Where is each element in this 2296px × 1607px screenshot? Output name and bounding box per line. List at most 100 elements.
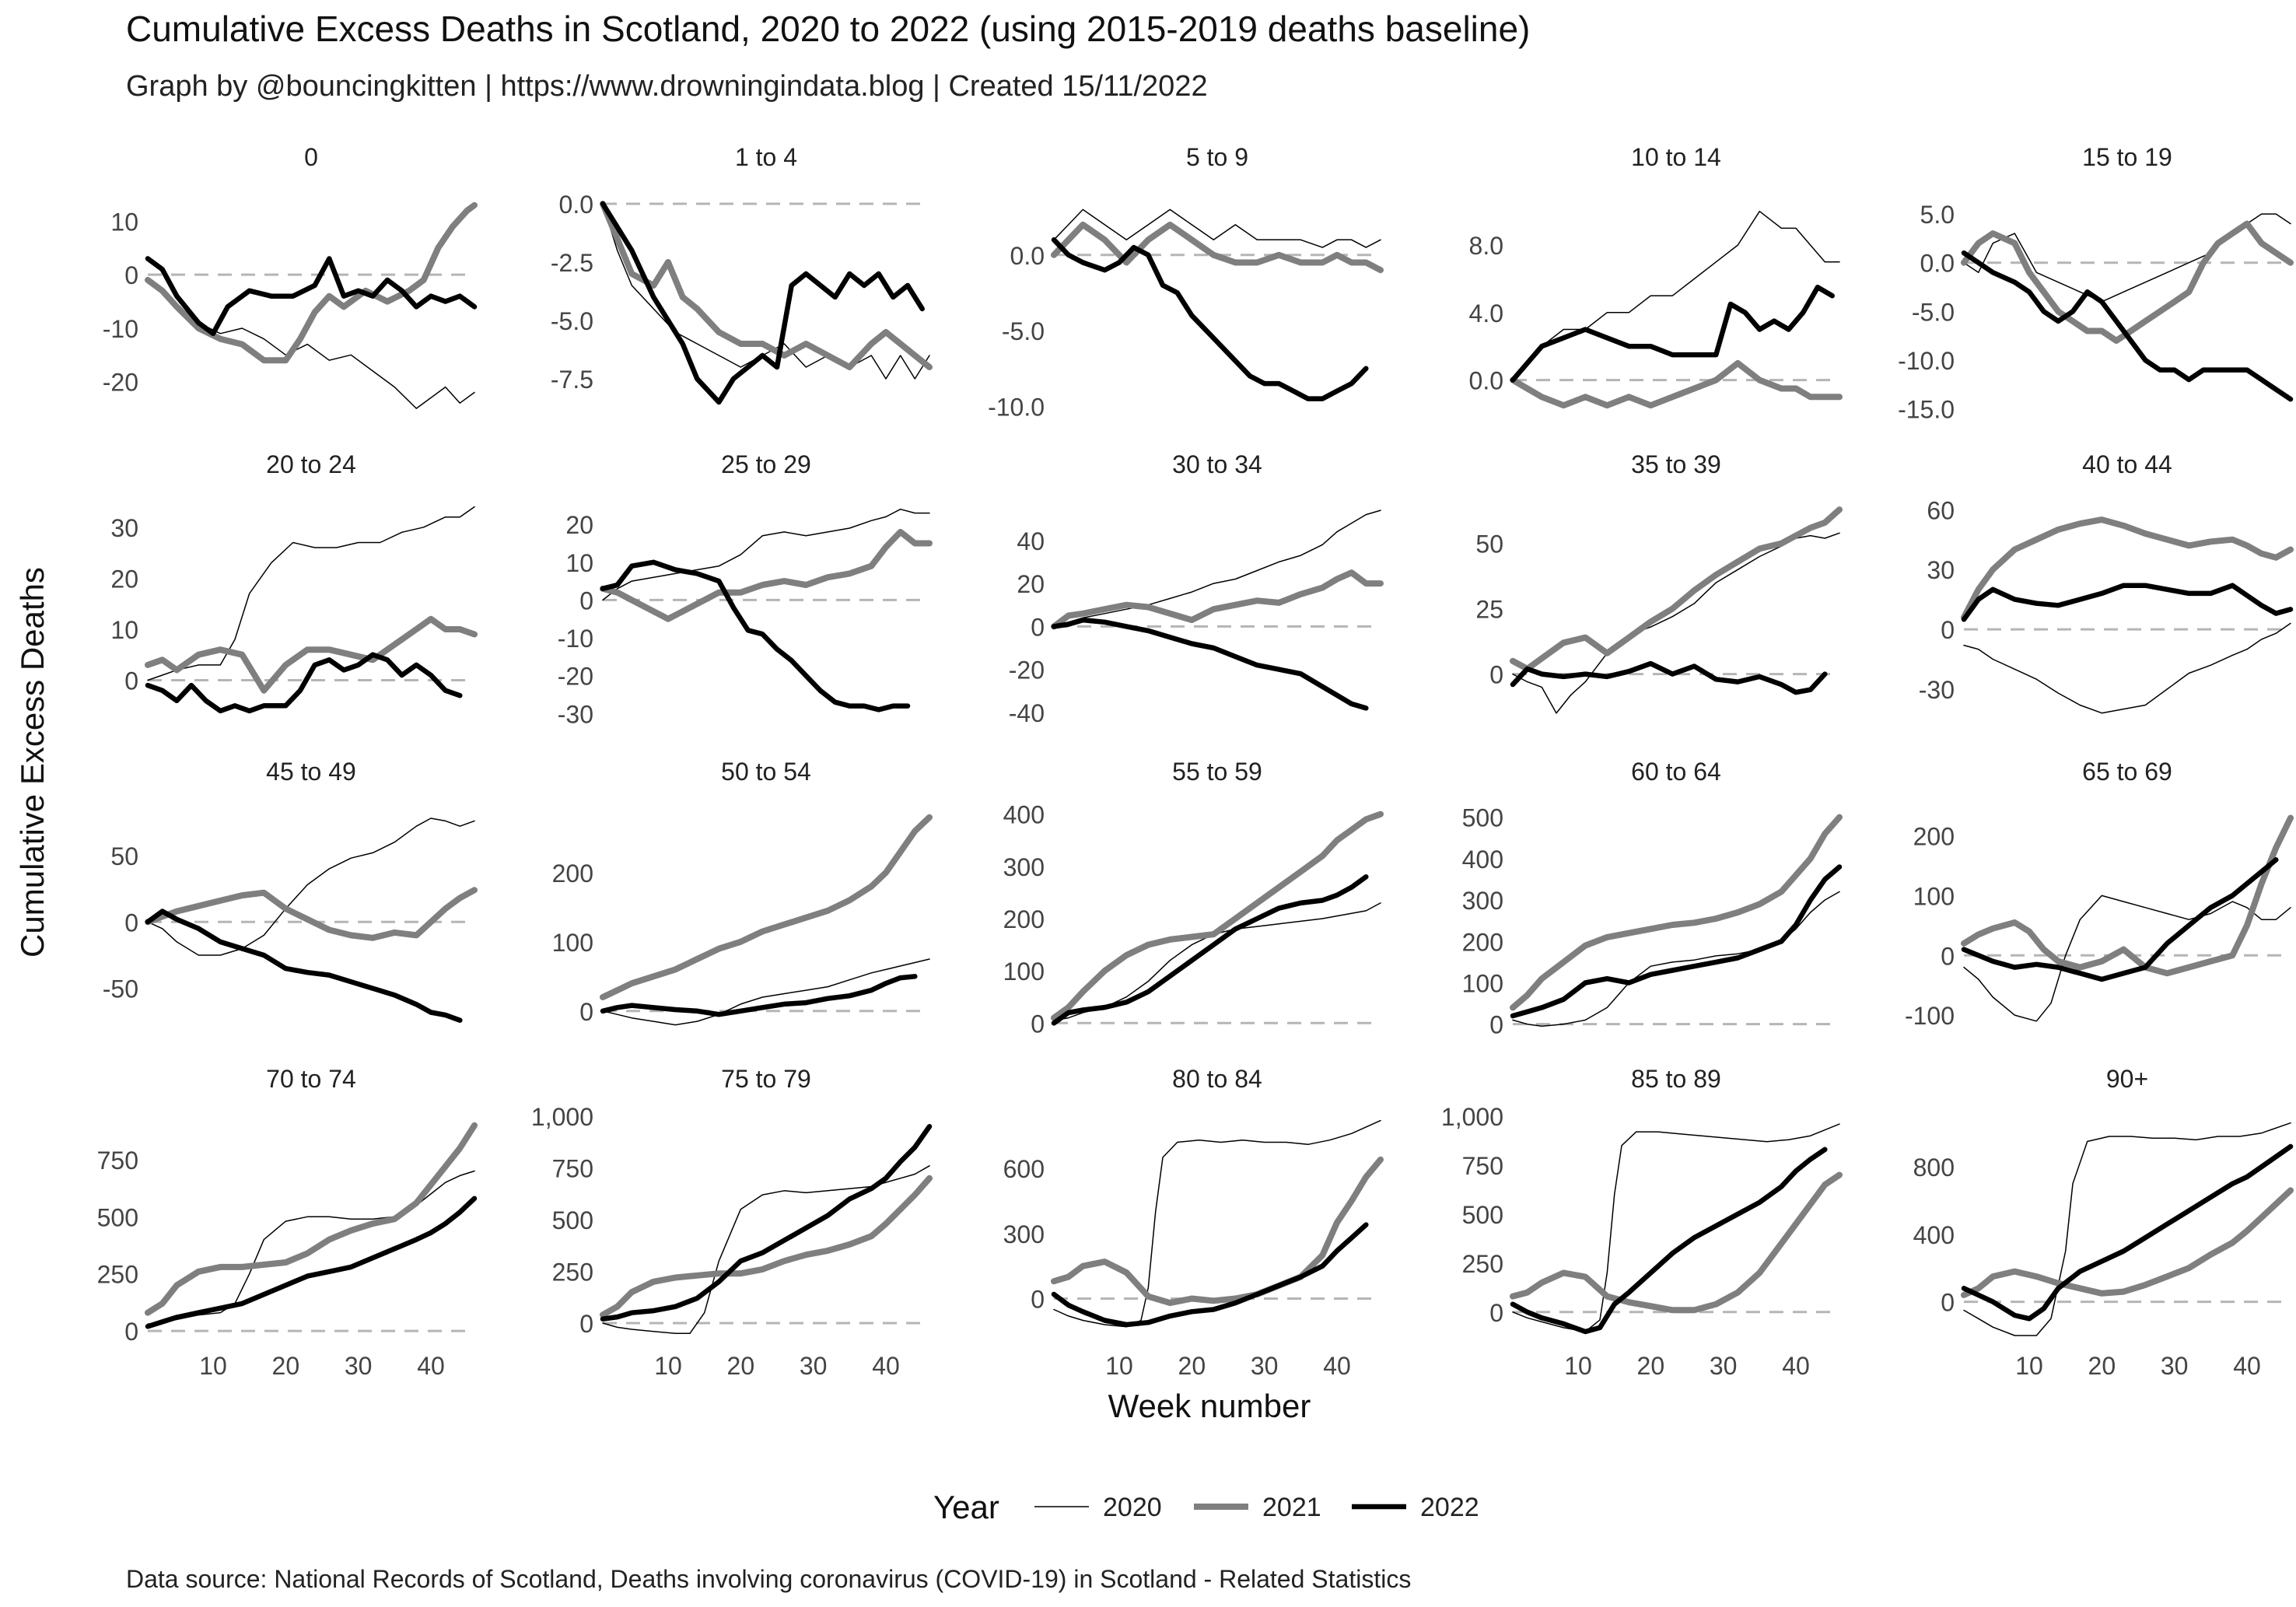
series-line-2020 <box>1053 902 1381 1021</box>
y-tick-label: 0.0 <box>559 191 593 219</box>
y-tick-label: 0 <box>1941 1289 1955 1317</box>
y-tick-label: 200 <box>1462 928 1503 956</box>
series-line-2022 <box>145 256 478 337</box>
x-tick-label: 40 <box>417 1352 445 1380</box>
y-tick-label: 20 <box>565 511 593 539</box>
y-tick-label: -30 <box>558 700 593 728</box>
series-line-2022 <box>600 974 918 1017</box>
series-line-2022 <box>145 909 463 1023</box>
facet-label: 30 to 34 <box>1172 450 1262 478</box>
series-line-2022 <box>1510 1147 1828 1335</box>
y-tick-label: -10.0 <box>988 393 1045 421</box>
y-axis-title: Cumulative Excess Deaths <box>14 567 51 958</box>
data-source-caption: Data source: National Records of Scotlan… <box>126 1565 1412 1593</box>
y-tick-label: 100 <box>1462 969 1503 997</box>
facet-label: 10 to 14 <box>1631 143 1721 171</box>
y-tick-label: 500 <box>1462 1201 1503 1229</box>
series-line-2020 <box>1053 1119 1381 1328</box>
x-tick-label: 20 <box>1178 1352 1206 1380</box>
series-line-2020 <box>602 1165 930 1335</box>
y-tick-label: 50 <box>1475 530 1503 558</box>
y-tick-label: 300 <box>1003 1220 1045 1248</box>
y-tick-label: 20 <box>1017 570 1045 598</box>
x-tick-label: 40 <box>872 1352 900 1380</box>
series-line-2022 <box>600 201 925 405</box>
x-tick-label: 30 <box>345 1352 373 1380</box>
legend-title: Year <box>933 1489 999 1525</box>
x-tick-label: 40 <box>2233 1352 2261 1380</box>
y-tick-label: 300 <box>1003 853 1045 881</box>
y-tick-label: 500 <box>552 1206 593 1234</box>
y-tick-label: 30 <box>110 514 138 542</box>
y-tick-label: -2.5 <box>551 249 593 277</box>
y-tick-label: 8.0 <box>1469 232 1503 260</box>
series-line-2021 <box>600 1175 933 1318</box>
series-line-2020 <box>1512 532 1840 714</box>
series-line-2020 <box>1053 509 1381 628</box>
facet-label: 40 to 44 <box>2082 450 2172 478</box>
series-line-2020 <box>1512 891 1840 1028</box>
y-tick-label: -20 <box>558 663 593 691</box>
facet-label: 85 to 89 <box>1631 1065 1721 1093</box>
y-tick-label: 250 <box>552 1259 593 1287</box>
y-tick-label: 5.0 <box>1920 201 1955 229</box>
series-line-2021 <box>1510 506 1843 672</box>
y-tick-label: 500 <box>1462 804 1503 832</box>
y-tick-label: -7.5 <box>551 366 593 394</box>
y-tick-label: 1,000 <box>531 1103 593 1131</box>
y-tick-label: -5.0 <box>1002 317 1045 345</box>
facet-label: 70 to 74 <box>266 1065 356 1093</box>
x-tick-label: 10 <box>1564 1352 1592 1380</box>
x-tick-label: 20 <box>1637 1352 1665 1380</box>
y-tick-label: 0 <box>1941 942 1955 970</box>
y-tick-label: -10 <box>103 315 138 343</box>
series-line-2020 <box>1963 622 2291 714</box>
facet-label: 65 to 69 <box>2082 758 2172 786</box>
y-tick-label: 750 <box>97 1147 138 1175</box>
series-line-2020 <box>1512 210 1840 381</box>
series-line-2022 <box>145 652 463 714</box>
legend-label-2020: 2020 <box>1103 1493 1162 1522</box>
series-line-2021 <box>1051 221 1384 274</box>
y-tick-label: -15.0 <box>1898 396 1955 424</box>
series-line-2021 <box>1510 1171 1843 1314</box>
y-tick-label: 0 <box>124 909 138 937</box>
series-line-2020 <box>1512 1123 1840 1332</box>
facet-label: 50 to 54 <box>721 758 811 786</box>
series-line-2021 <box>600 201 933 370</box>
facet-label: 20 to 24 <box>266 450 356 478</box>
x-tick-label: 20 <box>727 1352 755 1380</box>
series-line-2021 <box>145 887 478 941</box>
series-line-2022 <box>600 559 911 712</box>
series-line-2021 <box>145 1122 478 1316</box>
series-line-2021 <box>600 528 933 622</box>
y-tick-label: 750 <box>552 1155 593 1183</box>
x-tick-label: 40 <box>1323 1352 1351 1380</box>
x-tick-label: 30 <box>1251 1352 1279 1380</box>
y-tick-label: 400 <box>1462 846 1503 874</box>
y-tick-label: 10 <box>110 616 138 644</box>
y-tick-label: 500 <box>97 1203 138 1231</box>
y-tick-label: 10 <box>565 549 593 577</box>
series-line-2021 <box>1510 814 1843 1011</box>
facet-label: 80 to 84 <box>1172 1065 1262 1093</box>
y-tick-label: 20 <box>110 565 138 593</box>
y-tick-label: -100 <box>1905 1002 1955 1030</box>
x-axis-title: Week number <box>1108 1388 1311 1424</box>
y-tick-label: 0 <box>1489 1011 1503 1039</box>
y-tick-label: 250 <box>1462 1250 1503 1278</box>
facet-label: 90+ <box>2106 1065 2148 1093</box>
facet-label: 35 to 39 <box>1631 450 1721 478</box>
y-tick-label: 0 <box>579 998 593 1026</box>
series-line-2021 <box>1051 569 1384 630</box>
series-line-2022 <box>1961 250 2294 402</box>
y-tick-label: -10 <box>558 625 593 653</box>
series-line-2021 <box>1961 814 2294 977</box>
x-tick-label: 30 <box>800 1352 828 1380</box>
series-line-2020 <box>602 958 930 1026</box>
series-line-2022 <box>145 1196 478 1329</box>
series-line-2022 <box>600 1124 933 1322</box>
y-tick-label: -20 <box>103 369 138 397</box>
y-tick-label: 0 <box>124 1318 138 1346</box>
